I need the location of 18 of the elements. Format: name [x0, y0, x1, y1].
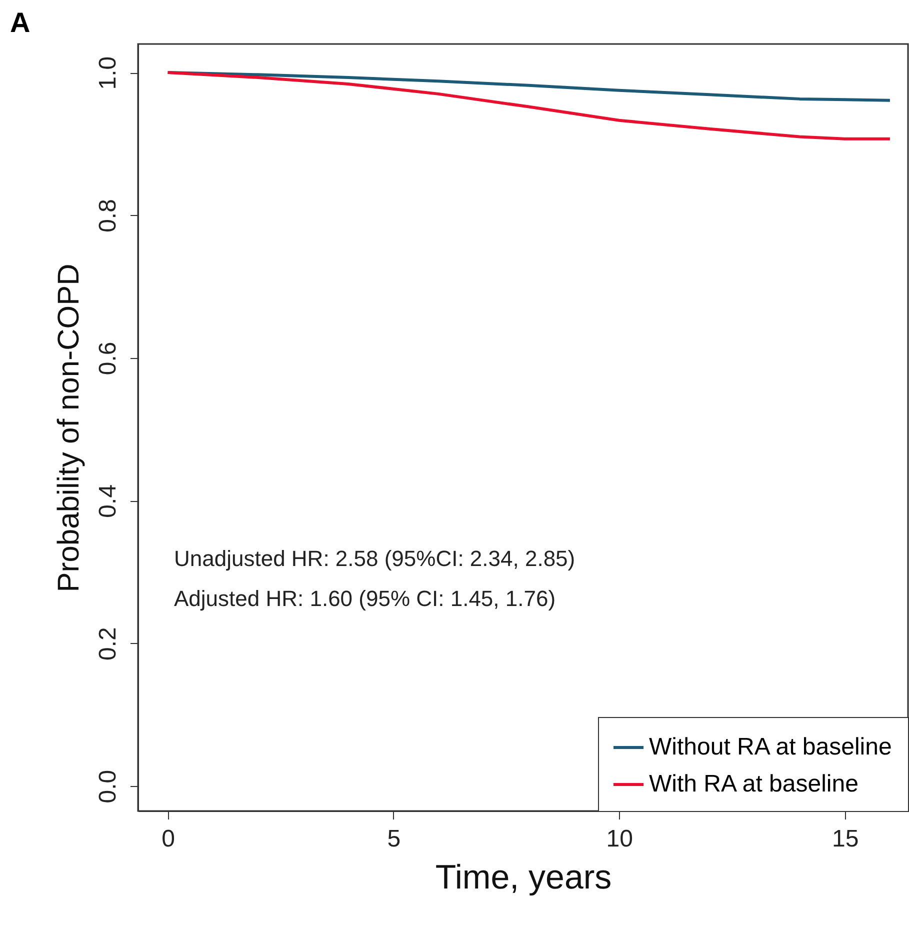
x-tick-label: 0	[162, 826, 175, 852]
x-axis-title: Time, years	[435, 858, 612, 896]
y-tick-label: 0.8	[94, 199, 122, 232]
x-tick-label: 5	[387, 826, 401, 852]
legend-label: With RA at baseline	[649, 770, 858, 798]
y-axis-title: Probability of non-COPD	[52, 264, 86, 592]
annotation: Adjusted HR: 1.60 (95% CI: 1.45, 1.76)	[174, 586, 556, 611]
y-tick-label: 0.2	[94, 627, 122, 661]
x-tick-label: 15	[832, 826, 859, 852]
x-tick-label: 10	[606, 826, 633, 852]
legend-label: Without RA at baseline	[649, 734, 892, 760]
line-series	[166, 71, 892, 140]
y-tick-label: 1.0	[94, 56, 122, 90]
y-tick-label: 0.0	[94, 770, 122, 804]
y-tick-label: 0.6	[94, 342, 122, 376]
annotation: Unadjusted HR: 2.58 (95%CI: 2.34, 2.85)	[174, 546, 576, 571]
chart-title: A	[10, 7, 30, 38]
y-tick-label: 0.4	[94, 484, 122, 518]
